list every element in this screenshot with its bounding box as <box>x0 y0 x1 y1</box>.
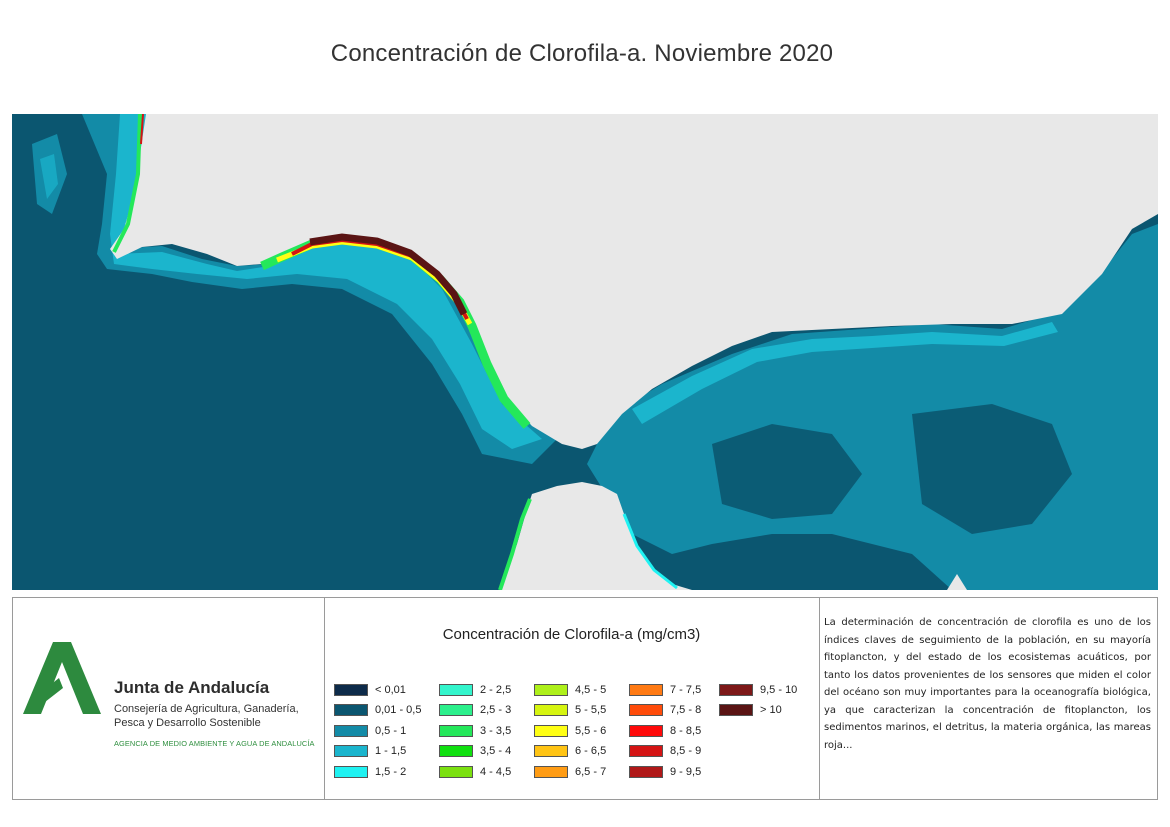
org-agency: AGENCIA DE MEDIO AMBIENTE Y AGUA DE ANDA… <box>114 739 315 748</box>
legend-swatch <box>719 704 753 716</box>
org-name: Junta de Andalucía <box>114 678 270 697</box>
legend-swatch <box>534 683 568 696</box>
legend-item: 5,5 - 6 <box>534 722 606 739</box>
legend-label: 3 - 3,5 <box>480 724 512 737</box>
legend-label: 4,5 - 5 <box>575 683 607 696</box>
legend-swatch <box>334 724 368 737</box>
legend-item: 7,5 - 8 <box>629 702 701 719</box>
rim-africa-east <box>622 513 678 590</box>
legend-swatch <box>534 745 568 757</box>
legend-label: < 0,01 <box>375 683 406 696</box>
legend-label: 1 - 1,5 <box>375 745 407 757</box>
africa-land <box>500 482 692 590</box>
legend-label: 6,5 - 7 <box>575 765 607 778</box>
map-canvas <box>12 114 1158 590</box>
legend-label: 2,5 - 3 <box>480 704 512 716</box>
legend-item: 9,5 - 10 <box>719 681 797 698</box>
legend-item: 2 - 2,5 <box>439 681 511 698</box>
map-title: Concentración de Clorofila-a. Noviembre … <box>330 40 834 67</box>
legend-item: 9 - 9,5 <box>629 763 701 780</box>
legend-item: 8,5 - 9 <box>629 743 701 760</box>
legend-label: 8 - 8,5 <box>670 724 702 737</box>
legend-item: 3 - 3,5 <box>439 722 511 739</box>
legend-label: 7,5 - 8 <box>670 704 702 716</box>
info-footer: Junta de Andalucía Consejería de Agricul… <box>12 597 1158 800</box>
legend-panel: Concentración de Clorofila-a (mg/cm3) < … <box>324 598 820 799</box>
legend-item: 1 - 1,5 <box>334 743 406 760</box>
legend-swatch <box>334 683 368 696</box>
description-panel: La determinación de concentración de clo… <box>819 598 1157 799</box>
org-department-line2: Pesca y Desarrollo Sostenible <box>114 717 261 729</box>
legend-label: 5,5 - 6 <box>575 724 607 737</box>
legend-grid: < 0,01 0,01 - 0,5 0,5 - 1 1 - 1,5 1,5 - 2 2 -… <box>334 681 819 781</box>
legend-item: > 10 <box>719 702 782 719</box>
legend-swatch <box>719 683 753 696</box>
alboran-patch-dark <box>712 424 862 519</box>
junta-andalucia-logo-icon <box>23 642 101 714</box>
legend-label: 7 - 7,5 <box>670 683 702 696</box>
legend-item: 6,5 - 7 <box>534 763 606 780</box>
legend-swatch <box>534 704 568 716</box>
legend-swatch <box>629 683 663 696</box>
legend-swatch <box>439 724 473 737</box>
legend-swatch <box>629 745 663 757</box>
logo-panel: Junta de Andalucía Consejería de Agricul… <box>13 598 325 799</box>
legend-label: 3,5 - 4 <box>480 745 512 757</box>
legend-label: 4 - 4,5 <box>480 765 512 778</box>
legend-item: 3,5 - 4 <box>439 743 511 760</box>
legend-swatch <box>334 745 368 757</box>
legend-item: 2,5 - 3 <box>439 702 511 719</box>
legend-label: 5 - 5,5 <box>575 704 607 716</box>
iberia-land <box>110 114 1158 449</box>
rim-portugal <box>112 114 142 253</box>
legend-label: 6 - 6,5 <box>575 745 607 757</box>
alboran-patch-dark-2 <box>912 404 1072 534</box>
legend-item: 8 - 8,5 <box>629 722 701 739</box>
atlantic-coastal-band <box>110 114 542 449</box>
legend-swatch <box>534 724 568 737</box>
org-department: Consejería de Agricultura, Ganadería, Pe… <box>114 702 314 730</box>
legend-item: 1,5 - 2 <box>334 763 406 780</box>
legend-swatch <box>439 683 473 696</box>
legend-swatch <box>334 704 368 716</box>
legend-item: 5 - 5,5 <box>534 702 606 719</box>
legend-label: 8,5 - 9 <box>670 745 702 757</box>
legend-item: 6 - 6,5 <box>534 743 606 760</box>
description-text: La determinación de concentración de clo… <box>824 617 1151 751</box>
rim-morocco <box>498 498 532 590</box>
legend-item: 0,5 - 1 <box>334 722 406 739</box>
legend-label: > 10 <box>760 704 782 716</box>
legend-item: 4 - 4,5 <box>439 763 511 780</box>
africa-land-east <box>947 574 967 590</box>
legend-label: 0,5 - 1 <box>375 724 407 737</box>
legend-swatch <box>439 704 473 716</box>
legend-item: < 0,01 <box>334 681 406 698</box>
legend-item: 7 - 7,5 <box>629 681 701 698</box>
legend-label: 2 - 2,5 <box>480 683 512 696</box>
org-department-line1: Consejería de Agricultura, Ganadería, <box>114 703 299 715</box>
legend-swatch <box>629 724 663 737</box>
legend-swatch <box>334 765 368 778</box>
legend-swatch <box>439 745 473 757</box>
rim-dark <box>309 233 468 316</box>
legend-item: 4,5 - 5 <box>534 681 606 698</box>
legend-item: 0,01 - 0,5 <box>334 702 421 719</box>
legend-swatch <box>534 765 568 778</box>
chlorophyll-map[interactable] <box>12 114 1158 590</box>
rim-portugal-red <box>140 114 144 145</box>
legend-title: Concentración de Clorofila-a (mg/cm3) <box>442 626 701 643</box>
legend-label: 1,5 - 2 <box>375 765 407 778</box>
offshore-patch-2 <box>40 154 58 199</box>
legend-label: 9,5 - 10 <box>760 683 798 696</box>
legend-swatch <box>439 765 473 778</box>
legend-swatch <box>629 704 663 716</box>
alboran-coastal <box>632 322 1058 424</box>
legend-swatch <box>629 765 663 778</box>
legend-label: 0,01 - 0,5 <box>375 704 422 716</box>
legend-label: 9 - 9,5 <box>670 765 702 778</box>
